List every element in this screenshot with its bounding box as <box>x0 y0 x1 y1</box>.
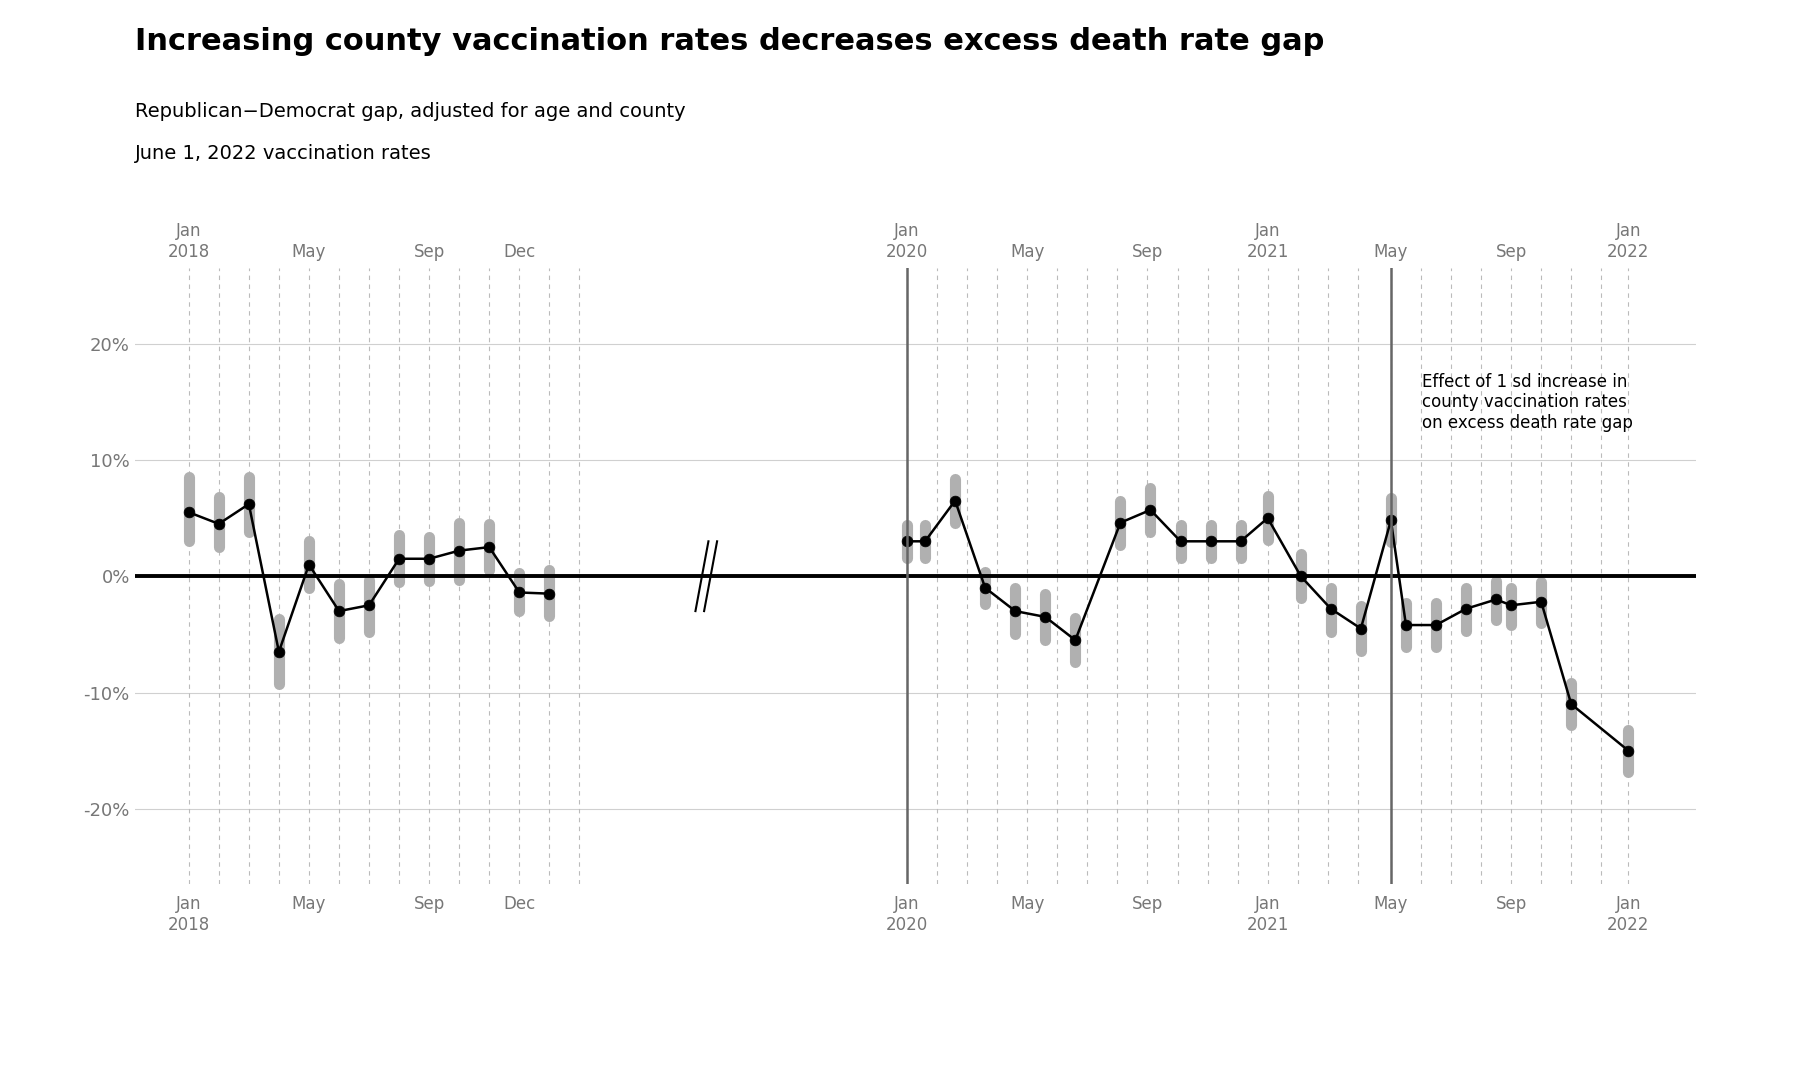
Text: Effect of 1 sd increase in
county vaccination rates
on excess death rate gap: Effect of 1 sd increase in county vaccin… <box>1422 373 1633 432</box>
Point <box>535 585 564 602</box>
Point <box>445 542 474 560</box>
Point <box>384 550 413 567</box>
Point <box>1136 502 1165 519</box>
Text: Increasing county vaccination rates decreases excess death rate gap: Increasing county vaccination rates decr… <box>135 27 1325 56</box>
Point <box>1481 591 1510 608</box>
Point <box>892 533 921 550</box>
Text: Sep: Sep <box>1131 895 1163 913</box>
Text: Jan
2022: Jan 2022 <box>1607 895 1650 934</box>
Text: Jan
2021: Jan 2021 <box>1246 895 1289 934</box>
Point <box>1391 616 1420 634</box>
Text: Dec: Dec <box>503 895 535 913</box>
Text: Jan
2020: Jan 2020 <box>887 895 928 934</box>
Text: June 1, 2022 vaccination rates: June 1, 2022 vaccination rates <box>135 144 431 163</box>
Point <box>1030 608 1059 625</box>
Point <box>1452 600 1481 617</box>
Point <box>1346 620 1375 637</box>
Point <box>504 584 533 601</box>
Point <box>1167 533 1195 550</box>
Point <box>294 556 323 574</box>
Point <box>1497 597 1526 614</box>
Text: May: May <box>1373 895 1407 913</box>
Text: Sep: Sep <box>413 895 445 913</box>
Point <box>476 538 504 555</box>
Point <box>1106 515 1134 532</box>
Point <box>1287 568 1316 585</box>
Text: Republican−Democrat gap, adjusted for age and county: Republican−Democrat gap, adjusted for ag… <box>135 102 686 121</box>
Point <box>1253 509 1282 526</box>
Point <box>174 504 203 521</box>
Point <box>1316 600 1344 617</box>
Point <box>1556 696 1585 713</box>
Point <box>415 550 443 567</box>
Point <box>1195 533 1224 550</box>
Text: Jan
2018: Jan 2018 <box>167 895 210 934</box>
Point <box>205 516 233 533</box>
Point <box>941 492 969 509</box>
Point <box>355 597 384 614</box>
Point <box>971 579 1000 596</box>
Point <box>235 495 264 512</box>
Point <box>1061 631 1090 649</box>
Text: May: May <box>1011 895 1045 913</box>
Point <box>264 643 293 660</box>
Point <box>1377 511 1405 528</box>
Point <box>1528 593 1556 610</box>
Point <box>1422 616 1450 634</box>
Point <box>910 533 939 550</box>
Point <box>1614 742 1642 759</box>
Point <box>1226 533 1255 550</box>
Text: May: May <box>291 895 327 913</box>
Point <box>325 602 354 620</box>
Text: Sep: Sep <box>1495 895 1528 913</box>
Point <box>1002 602 1030 620</box>
